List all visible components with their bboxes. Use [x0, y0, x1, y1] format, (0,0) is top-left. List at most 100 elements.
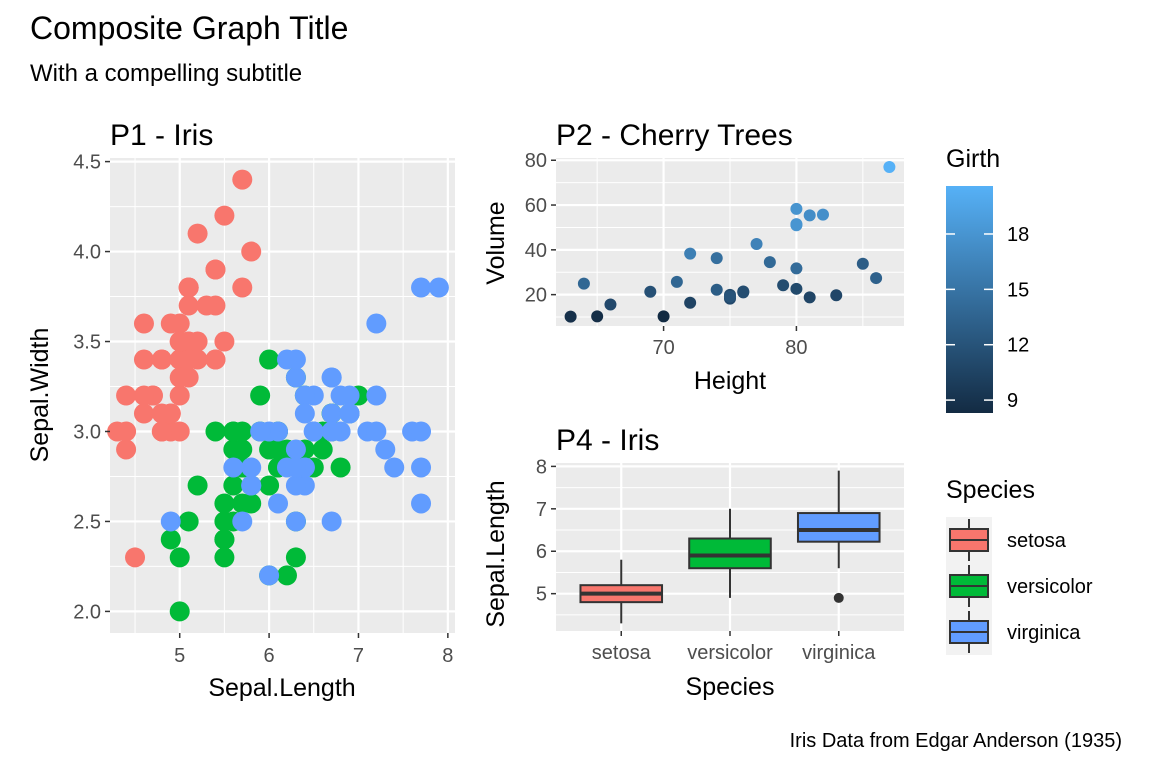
p2-point — [790, 282, 803, 295]
species-legend-item-virginica: virginica — [946, 609, 1081, 655]
p2-point — [657, 310, 670, 323]
p1-point-setosa — [196, 295, 217, 316]
p1-point-setosa — [160, 403, 181, 424]
p4-xlabel: Species — [686, 673, 775, 701]
p1-point-setosa — [116, 385, 137, 406]
girth-colorbar — [946, 186, 993, 413]
p2-point — [710, 283, 723, 296]
p2-xtick-label: 70 — [652, 337, 674, 359]
p1-point-virginica — [303, 421, 324, 442]
p1-point-virginica — [232, 511, 253, 532]
p4-ytick-label: 7 — [536, 499, 547, 521]
p1-point-versicolor — [187, 475, 208, 496]
p1-xtick-label: 8 — [442, 645, 453, 667]
composite-title: Composite Graph Title — [30, 10, 349, 46]
p1-point-versicolor — [276, 565, 297, 586]
p4-ytick-label: 8 — [536, 456, 547, 478]
p1-point-versicolor — [169, 601, 190, 622]
p1-point-setosa — [178, 295, 199, 316]
p1-ytick-label: 2.5 — [73, 511, 101, 533]
p1-point-versicolor — [178, 511, 199, 532]
p2-point — [830, 289, 843, 302]
p2-point — [684, 247, 697, 260]
p2-point — [644, 285, 657, 298]
p1-point-virginica — [366, 421, 387, 442]
p4-boxes — [579, 470, 881, 624]
p1-point-setosa — [187, 331, 208, 352]
p4-title: P4 - Iris — [556, 424, 659, 457]
p1-point-virginica — [375, 439, 396, 460]
p1-ticks: 5 6 7 8 2.0 2.5 3.0 3.5 4.0 4.5 — [73, 152, 453, 667]
p1-point-virginica — [321, 403, 342, 424]
p1-point-setosa — [169, 367, 190, 388]
p4-xtick-label: versicolor — [687, 642, 773, 664]
p1-iris-scatter: P1 - Iris 5 6 7 8 2.0 2.5 3.0 3.5 4.0 4.5 Sepal.L… — [26, 119, 455, 702]
p1-ylabel: Sepal.Width — [26, 328, 54, 463]
p2-point — [737, 285, 750, 298]
p2-point — [870, 272, 883, 285]
p2-cherry-trees-scatter: P2 - Cherry Trees 70 80 20 40 60 80 Height Vo… — [482, 119, 904, 395]
girth-colorbar-ticks: 9 12 15 18 — [946, 224, 1029, 412]
p1-point-versicolor — [285, 547, 306, 568]
p2-ticks: 70 80 20 40 60 80 — [525, 150, 808, 359]
p1-point-versicolor — [214, 511, 235, 532]
p1-point-virginica — [321, 511, 342, 532]
p4-outlier-virginica — [833, 592, 844, 603]
p2-point — [763, 256, 776, 269]
p1-point-setosa — [160, 313, 181, 334]
species-legend-items: setosa versicolor virginica — [946, 517, 1093, 655]
p1-point-setosa — [169, 331, 190, 352]
composite-caption: Iris Data from Edgar Anderson (1935) — [789, 730, 1122, 752]
p1-ytick-label: 4.5 — [73, 152, 101, 174]
p1-point-setosa — [116, 421, 137, 442]
species-legend-item-versicolor: versicolor — [946, 563, 1093, 609]
p1-point-versicolor — [312, 439, 333, 460]
p1-point-versicolor — [259, 475, 280, 496]
p2-ylabel: Volume — [482, 201, 510, 284]
p4-xtick-label: virginica — [802, 642, 876, 664]
p1-xlabel: Sepal.Length — [208, 674, 355, 702]
species-legend-label: versicolor — [1007, 576, 1093, 598]
p1-point-virginica — [384, 457, 405, 478]
p1-point-virginica — [294, 385, 315, 406]
p1-point-setosa — [214, 331, 235, 352]
p1-xtick-label: 7 — [353, 645, 364, 667]
p1-point-virginica — [294, 403, 315, 424]
p2-point — [790, 262, 803, 275]
p1-point-virginica — [366, 385, 387, 406]
p1-point-virginica — [321, 421, 342, 442]
p2-xtick-label: 80 — [785, 337, 807, 359]
p1-point-virginica — [276, 349, 297, 370]
p1-point-virginica — [241, 457, 262, 478]
p1-point-virginica — [285, 367, 306, 388]
p4-box-versicolor — [688, 537, 772, 570]
p1-point-setosa — [133, 313, 154, 334]
p1-point-setosa — [116, 439, 137, 460]
p1-point-virginica — [285, 475, 306, 496]
p1-point-versicolor — [169, 547, 190, 568]
p1-point-virginica — [411, 457, 432, 478]
p2-point — [790, 202, 803, 215]
p1-point-versicolor — [214, 529, 235, 550]
girth-legend-label: 12 — [1007, 335, 1029, 357]
species-legend-title: Species — [946, 476, 1035, 504]
p1-point-virginica — [268, 493, 289, 514]
p1-ytick-label: 3.5 — [73, 332, 101, 354]
p2-point — [777, 279, 790, 292]
p1-point-virginica — [285, 457, 306, 478]
p1-point-virginica — [411, 493, 432, 514]
p1-point-setosa — [151, 349, 172, 370]
p1-point-versicolor — [232, 421, 253, 442]
p1-point-setosa — [187, 223, 208, 244]
p1-point-setosa — [133, 403, 154, 424]
p2-point — [604, 298, 617, 311]
p1-point-virginica — [339, 403, 360, 424]
p1-point-versicolor — [232, 439, 253, 460]
p2-point — [856, 257, 869, 270]
p2-point — [710, 252, 723, 265]
p1-point-virginica — [223, 457, 244, 478]
p2-points — [564, 160, 896, 323]
girth-legend-label: 18 — [1007, 224, 1029, 246]
p1-point-versicolor — [330, 457, 351, 478]
